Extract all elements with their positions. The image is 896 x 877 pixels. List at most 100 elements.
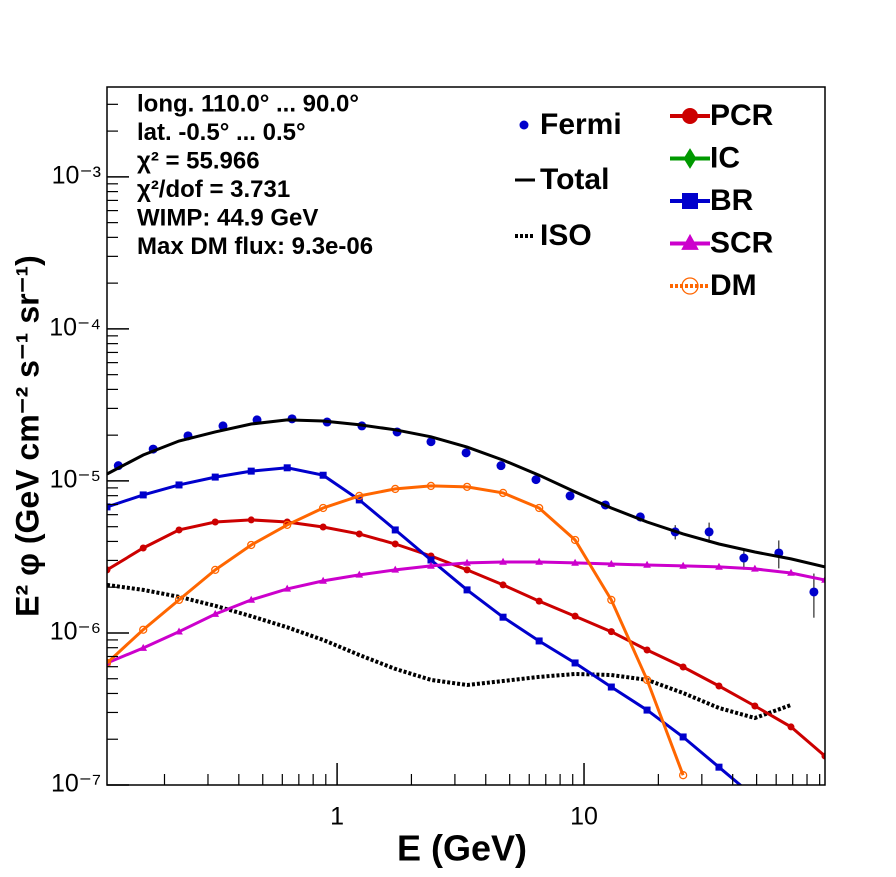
marker — [426, 437, 436, 447]
legend-label: SCR — [710, 226, 774, 259]
marker — [679, 733, 687, 741]
marker — [681, 277, 699, 295]
legend-item: IC — [670, 141, 740, 174]
marker — [682, 108, 698, 124]
marker — [283, 520, 292, 530]
annotation: Max DM flux: 9.3e-06 — [137, 233, 373, 260]
legend-label: IC — [710, 141, 740, 174]
marker — [704, 527, 714, 537]
marker — [821, 575, 825, 583]
marker — [107, 566, 111, 574]
marker — [211, 473, 219, 481]
series-line — [107, 484, 685, 776]
marker — [787, 568, 795, 576]
legend-item: SCR — [670, 226, 774, 259]
annotation: χ²/dof = 3.731 — [137, 176, 290, 203]
marker — [175, 526, 183, 534]
marker — [247, 467, 255, 475]
marker — [139, 643, 148, 651]
marker — [499, 557, 507, 565]
y-tick-label: 10⁻⁵ — [50, 466, 101, 494]
y-tick-label: 10⁻³ — [52, 161, 101, 189]
marker — [534, 503, 544, 513]
marker — [643, 646, 651, 654]
marker — [643, 560, 651, 568]
legend-label: Fermi — [540, 108, 622, 141]
marker — [463, 558, 471, 566]
frame — [106, 86, 826, 786]
marker — [571, 612, 579, 620]
marker — [247, 595, 256, 603]
marker — [570, 535, 580, 545]
marker — [391, 565, 400, 573]
marker — [751, 702, 759, 710]
marker — [642, 675, 652, 685]
marker — [107, 503, 111, 511]
marker — [283, 464, 291, 472]
marker — [678, 771, 688, 780]
marker — [809, 587, 819, 597]
annotation: lat. -0.5° ... 0.5° — [137, 119, 306, 146]
marker — [519, 120, 529, 130]
marker — [681, 233, 699, 250]
marker — [643, 706, 651, 714]
marker — [682, 193, 698, 209]
marker — [355, 570, 364, 578]
legend-label: BR — [710, 184, 754, 217]
marker — [211, 518, 219, 526]
marker — [139, 544, 147, 552]
marker — [391, 484, 400, 494]
marker — [355, 530, 363, 538]
marker — [247, 516, 255, 524]
marker — [391, 540, 399, 548]
legend-label: Total — [540, 163, 609, 196]
marker — [107, 658, 112, 668]
legend-item: Total — [515, 163, 609, 196]
series-line — [107, 418, 825, 569]
marker — [247, 540, 256, 550]
marker — [565, 491, 575, 501]
marker — [319, 576, 327, 584]
y-tick-label: 10⁻⁷ — [51, 770, 101, 798]
marker — [571, 558, 579, 566]
y-tick-label: 10⁻⁴ — [49, 314, 101, 342]
marker — [496, 461, 506, 471]
series-line — [107, 582, 792, 721]
marker — [318, 503, 328, 513]
legend-label: PCR — [710, 99, 774, 132]
marker — [499, 581, 507, 589]
x-tick-label: 1 — [330, 803, 344, 831]
marker — [679, 663, 687, 671]
marker — [319, 523, 327, 531]
marker — [715, 763, 723, 771]
marker — [715, 682, 723, 690]
annotation: long. 110.0° ... 90.0° — [137, 90, 359, 117]
marker — [211, 609, 220, 617]
marker — [535, 637, 543, 645]
marker — [283, 584, 292, 592]
marker — [607, 559, 616, 567]
marker — [319, 471, 327, 479]
marker — [535, 557, 543, 565]
marker — [499, 613, 507, 621]
legend-item: BR — [670, 184, 754, 217]
marker — [535, 597, 543, 605]
marker — [427, 561, 435, 569]
legend-item: DM — [670, 269, 757, 302]
marker — [607, 595, 616, 605]
marker — [427, 556, 435, 564]
legend-item: PCR — [670, 99, 774, 132]
marker — [175, 627, 183, 635]
marker — [211, 565, 220, 575]
marker — [715, 562, 723, 570]
legend-label: DM — [710, 269, 757, 302]
marker — [463, 566, 471, 574]
marker — [461, 448, 471, 458]
marker — [355, 491, 364, 501]
marker — [683, 148, 697, 169]
marker — [531, 475, 541, 485]
legend-label: ISO — [540, 219, 592, 252]
marker — [751, 564, 759, 572]
